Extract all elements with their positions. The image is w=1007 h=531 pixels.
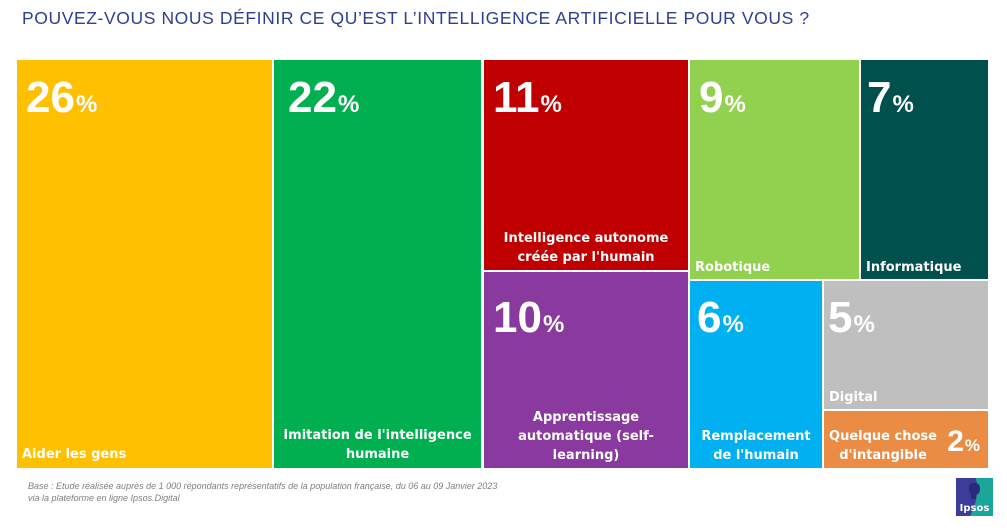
treemap-tile-informatique: 7% Informatique: [861, 60, 988, 279]
treemap-tile-intangible: Quelque chose d'intangible 2%: [824, 411, 988, 468]
tile-label: Digital: [829, 390, 878, 405]
chart-title: POUVEZ-VOUS NOUS DÉFINIR CE QU’EST L’INT…: [22, 8, 810, 28]
treemap-tile-digital: 5% Digital: [824, 281, 988, 409]
tile-label: Informatique: [866, 260, 962, 275]
ipsos-logo-icon: Ipsos: [956, 478, 993, 516]
tile-label: Aider les gens: [22, 447, 127, 462]
footnote: Base : Etude réalisée auprès de 1 000 ré…: [28, 480, 497, 504]
tile-label: Remplacement de l'humain: [701, 429, 811, 463]
treemap-tile-robotique: 9% Robotique: [690, 60, 859, 279]
tile-label: Robotique: [695, 260, 771, 275]
tile-value: 11%: [493, 73, 562, 122]
tile-value: 6%: [697, 293, 744, 342]
tile-label: Imitation de l'intelligence humaine: [283, 428, 472, 462]
tile-label: Intelligence autonome créée par l'humain: [503, 231, 669, 265]
treemap-tile-imitation: 22% Imitation de l'intelligence humaine: [274, 60, 481, 468]
tile-value: 2%: [947, 425, 980, 458]
tile-value: 5%: [828, 293, 875, 342]
treemap-tile-apprentissage: 10% Apprentissage automatique (self-lear…: [484, 272, 688, 468]
tile-label: Quelque chose d'intangible: [829, 429, 937, 463]
tile-value: 9%: [699, 73, 746, 122]
svg-text:Ipsos: Ipsos: [960, 503, 990, 514]
tile-value: 22%: [288, 73, 360, 122]
footnote-line-2: via la plateforme en ligne Ipsos.Digital: [28, 493, 180, 503]
treemap-tile-remplacement: 6% Remplacement de l'humain: [690, 281, 822, 468]
ipsos-logo: Ipsos: [956, 478, 993, 516]
tile-value: 7%: [867, 73, 914, 122]
treemap-tile-intelligence-autonome: 11% Intelligence autonome créée par l'hu…: [484, 60, 688, 270]
tile-value: 10%: [493, 293, 565, 342]
footnote-line-1: Base : Etude réalisée auprès de 1 000 ré…: [28, 481, 498, 491]
treemap-tile-aider-les-gens: 26% Aider les gens: [17, 60, 272, 468]
tile-label: Apprentissage automatique (self-learning…: [518, 410, 654, 463]
tile-value: 26%: [26, 73, 98, 122]
